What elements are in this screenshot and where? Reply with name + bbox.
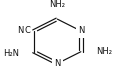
Text: N: N (77, 26, 83, 35)
Text: NH₂: NH₂ (49, 0, 65, 9)
Text: N: N (54, 59, 60, 68)
Text: H₂N: H₂N (3, 49, 19, 58)
Text: C: C (24, 26, 30, 35)
Text: NH₂: NH₂ (95, 47, 111, 56)
Text: N: N (17, 26, 24, 35)
